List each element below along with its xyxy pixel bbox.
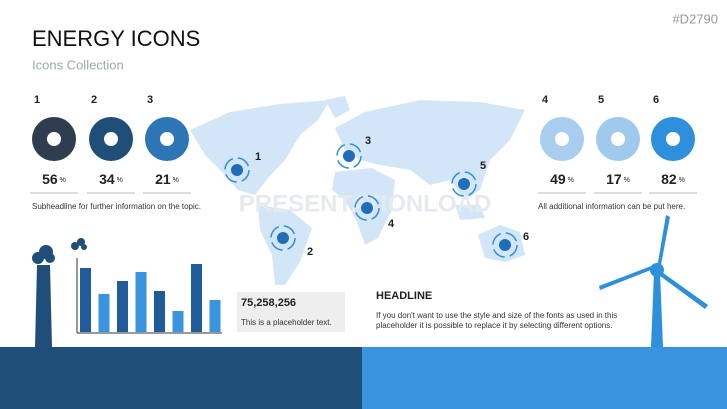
bar	[191, 264, 202, 332]
left-note: Subheadline for further information on t…	[32, 202, 201, 211]
marker-ring	[224, 157, 250, 183]
body-text: If you don't want to use the style and s…	[376, 311, 618, 330]
icon-glyph	[47, 132, 61, 146]
stat-caption: This is a placeholder text.	[241, 318, 332, 327]
percent-unit: %	[173, 177, 179, 184]
item-number: 3	[147, 94, 153, 106]
percent-unit: %	[568, 177, 574, 184]
tag: #D2790	[672, 11, 718, 26]
percent-value: 82	[661, 171, 677, 187]
item-percent: 49%	[550, 171, 574, 187]
headline: HEADLINE	[376, 290, 432, 302]
marker-dot	[277, 232, 289, 244]
percent-unit: %	[60, 177, 66, 184]
item-percent: 17%	[606, 171, 630, 187]
footer-band	[0, 347, 362, 409]
marker-ring	[354, 195, 380, 221]
percent-value: 17	[606, 171, 622, 187]
item-percent: 82%	[661, 171, 685, 187]
percent-unit: %	[679, 177, 685, 184]
marker-ring	[336, 143, 362, 169]
bar	[209, 300, 221, 332]
subtitle: Icons Collection	[32, 57, 124, 72]
stat-box	[237, 292, 345, 332]
item-percent: 34%	[99, 171, 123, 187]
icon-glyph	[666, 132, 680, 146]
icon-glyph	[160, 132, 174, 146]
item-number: 5	[598, 94, 604, 106]
bar	[98, 294, 110, 332]
marker-label: 5	[480, 160, 486, 172]
item-percent: 56%	[42, 171, 66, 187]
icon-glyph	[555, 132, 569, 146]
percent-value: 34	[99, 171, 115, 187]
bar	[135, 272, 147, 332]
percent-unit: %	[624, 177, 630, 184]
title: ENERGY ICONS	[32, 26, 200, 51]
marker-ring	[451, 171, 477, 197]
percent-value: 21	[155, 171, 171, 187]
item-number: 2	[91, 94, 97, 106]
stat-value: 75,258,256	[241, 297, 296, 309]
marker-label: 4	[388, 218, 395, 230]
marker-ring	[270, 225, 296, 251]
marker-label: 6	[523, 231, 529, 243]
icon-glyph	[611, 132, 625, 146]
item-number: 4	[542, 94, 549, 106]
factory-icon	[32, 238, 87, 347]
item-percent: 21%	[155, 171, 179, 187]
marker-dot	[361, 202, 373, 214]
percent-unit: %	[117, 177, 123, 184]
wind-turbine	[599, 215, 708, 347]
marker-label: 2	[307, 246, 313, 258]
bar	[117, 281, 128, 332]
bar	[154, 291, 165, 332]
marker-dot	[499, 239, 511, 251]
bar	[172, 311, 184, 332]
marker-label: 1	[255, 151, 261, 163]
marker-dot	[458, 178, 470, 190]
percent-value: 49	[550, 171, 566, 187]
right-note: All additional information can be put he…	[538, 202, 685, 211]
marker-dot	[231, 164, 243, 176]
footer-band	[362, 347, 727, 409]
marker-ring	[492, 232, 518, 258]
marker-dot	[343, 150, 355, 162]
icon-glyph	[104, 132, 118, 146]
item-number: 6	[653, 94, 659, 106]
marker-label: 3	[365, 135, 371, 147]
bar	[80, 268, 91, 332]
percent-value: 56	[42, 171, 58, 187]
item-number: 1	[34, 94, 40, 106]
